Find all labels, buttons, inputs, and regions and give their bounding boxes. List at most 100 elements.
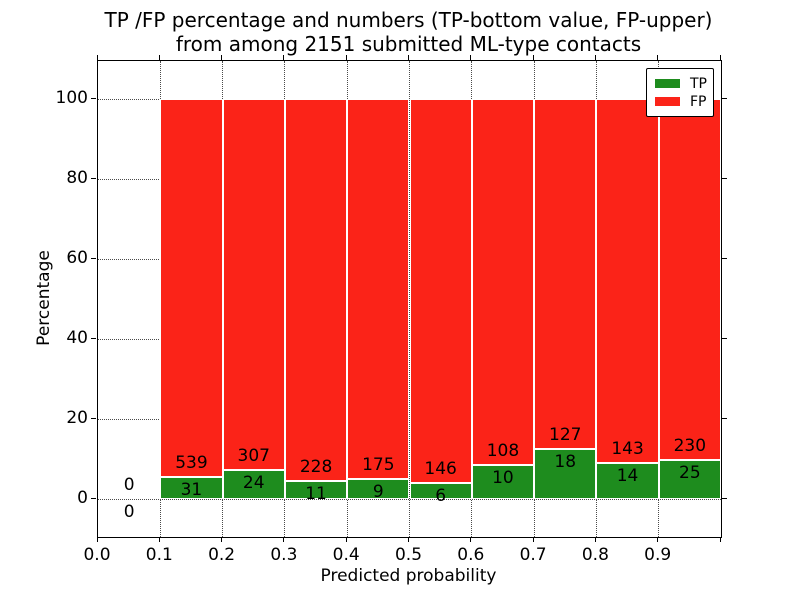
x-tick-mark-top [594,55,596,60]
y-tick-mark-right [722,417,727,419]
x-tick-mark [408,537,409,542]
x-tick-label: 0.0 [83,545,111,565]
x-tick-mark [657,537,659,542]
x-tick-mark-top [532,55,534,60]
x-tick-label: 0.8 [581,545,609,565]
x-tick-label: 0.9 [644,545,672,565]
tp-count-label: 0 [123,502,135,522]
y-tick-mark [91,417,96,419]
y-tick-label: 0 [77,488,88,508]
h-gridline [98,498,721,500]
tp-count-label: 31 [180,480,203,501]
y-tick-mark [91,337,96,339]
bar-fp [658,99,721,460]
tp-count-label: 9 [372,482,384,503]
y-tick-label: 60 [66,248,88,268]
x-tick-mark-top [96,55,98,60]
bar-tp [347,479,410,499]
x-tick-mark [719,537,721,542]
x-tick-mark-top [657,55,659,60]
fp-count-label: 230 [673,435,707,456]
bar-fp [534,99,597,450]
y-tick-mark [91,177,96,179]
bar-tp [284,480,348,499]
legend-entry-fp: FP [655,93,713,110]
bar-fp [471,99,535,466]
tp-count-label: 24 [242,472,265,493]
x-tick-mark-top [158,55,160,60]
x-tick-label: 0.1 [145,545,173,565]
y-tick-mark [91,497,96,499]
fp-count-label: 143 [611,439,644,460]
chart-title: TP /FP percentage and numbers (TP-bottom… [97,8,720,56]
chart-title-line2: from among 2151 submitted ML-type contac… [175,32,642,56]
x-tick-mark-top [719,55,721,60]
x-tick-label: 0.6 [457,545,485,565]
bar-fp [409,99,472,484]
bar-tp [471,465,535,499]
bar-tp [160,477,223,499]
tp-count-label: 11 [305,483,327,504]
fp-count-label: 539 [175,453,208,474]
y-tick-label: 40 [66,328,88,348]
x-tick-mark [532,537,534,542]
legend-entry-tp: TP [655,75,713,92]
bar-fp [160,99,223,478]
y-tick-mark-right [722,337,727,339]
fp-count-label: 108 [486,441,520,462]
x-tick-mark [221,537,223,542]
x-tick-mark-top [283,55,285,60]
plot-inner: 0 0 539 31 307 24 228 11 175 9 146 6 108 10 127 18 143 14… [98,61,721,537]
bar-tp [596,463,659,499]
fp-count-label: 175 [362,455,395,476]
fp-count-label: 146 [424,459,457,480]
y-tick-mark-right [722,257,727,259]
y-tick-mark-right [722,177,727,179]
chart-title-line1: TP /FP percentage and numbers (TP-bottom… [104,8,713,32]
y-tick-mark-right [722,497,727,499]
x-tick-label: 0.5 [394,545,423,565]
x-axis-label: Predicted probability [320,566,497,586]
x-tick-mark [470,537,472,542]
y-tick-label: 20 [66,408,88,428]
x-tick-mark [283,537,285,542]
legend-label-fp: FP [690,93,707,110]
bar-tp [658,459,721,499]
bar-fp [347,99,410,480]
legend: TP FP [646,68,714,117]
y-tick-label: 100 [55,88,88,108]
fp-count-label: 0 [123,475,135,495]
y-tick-label: 80 [66,168,88,188]
fp-count-label: 307 [237,445,270,466]
x-tick-mark-top [221,55,223,60]
x-tick-label: 0.3 [270,545,298,565]
x-tick-mark [594,537,596,542]
x-tick-label: 0.2 [208,545,236,565]
fp-count-label: 228 [299,456,333,477]
bar-fp [596,99,659,464]
fp-swatch-icon [655,97,680,106]
x-tick-label: 0.7 [519,545,547,565]
tp-count-label: 10 [492,468,514,489]
tp-count-label: 18 [554,452,577,473]
tp-swatch-icon [655,79,680,88]
bar-fp [284,99,348,481]
x-tick-mark [158,537,160,542]
tp-count-label: 25 [679,462,701,483]
bar-tp [222,469,285,499]
bar-tp [409,483,472,499]
y-tick-mark [91,257,96,259]
plot-area: 0 0 539 31 307 24 228 11 175 9 146 6 108 10 127 18 143 14… [97,60,722,538]
legend-label-tp: TP [690,75,707,92]
x-tick-mark [96,537,98,542]
x-tick-mark-top [408,55,409,60]
bar-fp [222,99,285,470]
y-tick-mark-right [722,97,727,99]
fp-count-label: 127 [549,425,582,446]
y-tick-mark [91,97,96,99]
tp-count-label: 14 [616,466,639,487]
bar-tp [534,449,597,499]
x-tick-label: 0.4 [332,545,360,565]
tp-count-label: 6 [435,486,447,507]
